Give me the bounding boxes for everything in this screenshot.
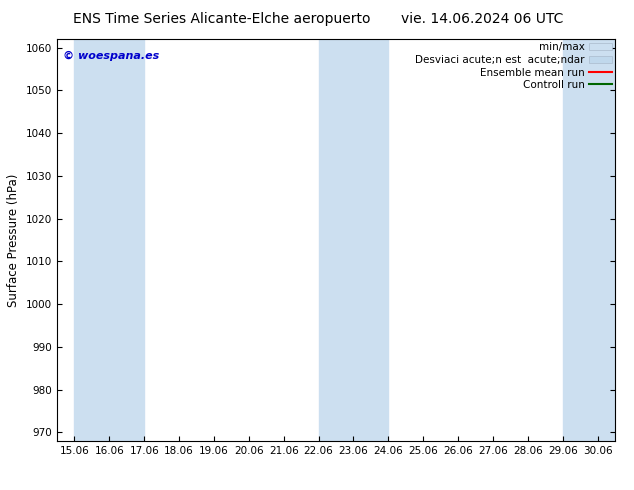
Text: © woespana.es: © woespana.es (63, 51, 159, 61)
Legend: min/max, Desviaci acute;n est  acute;ndar, Ensemble mean run, Controll run: min/max, Desviaci acute;n est acute;ndar… (415, 42, 612, 90)
Bar (75, 39, 145, 441)
Bar (319, 39, 388, 441)
Y-axis label: Surface Pressure (hPa): Surface Pressure (hPa) (8, 173, 20, 307)
Text: ENS Time Series Alicante-Elche aeropuerto: ENS Time Series Alicante-Elche aeropuert… (73, 12, 371, 26)
Bar (563, 39, 615, 441)
Text: vie. 14.06.2024 06 UTC: vie. 14.06.2024 06 UTC (401, 12, 563, 26)
